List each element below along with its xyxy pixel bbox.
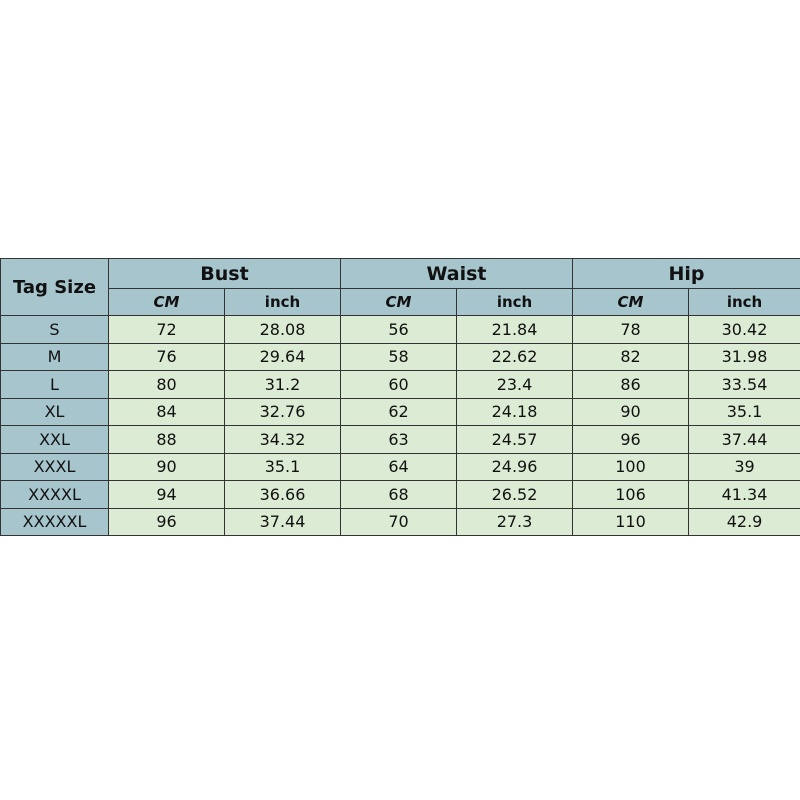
tag-size-cell: L [0,370,109,399]
tag-size-header: Tag Size [0,258,109,316]
measurement-cell: 26.52 [455,480,574,509]
measurement-cell: 21.84 [455,315,574,344]
unit-header: inch [688,288,800,316]
measurement-cell: 56 [340,315,457,344]
measurement-cell: 96 [108,507,225,536]
bust-header: Bust [108,258,341,289]
table-row: XXXXXL 96 37.44 70 27.3 110 42.9 [0,507,800,536]
tag-size-cell: XXL [0,425,109,454]
measurement-cell: 60 [340,370,457,399]
measurement-cell: 72 [108,315,225,344]
measurement-cell: 41.34 [688,480,800,509]
table-row: S 72 28.08 56 21.84 78 30.42 [0,315,800,344]
measurement-cell: 23.4 [455,370,574,399]
measurement-cell: 24.18 [455,397,574,426]
measurement-cell: 31.2 [224,370,341,399]
measurement-cell: 94 [108,480,225,509]
table-row: M 76 29.64 58 22.62 82 31.98 [0,342,800,371]
measurement-cell: 28.08 [224,315,341,344]
measurement-cell: 90 [108,452,225,481]
measurement-cell: 106 [572,480,690,509]
measurement-cell: 24.57 [455,425,574,454]
tag-size-cell: S [0,315,109,344]
measurement-cell: 90 [572,397,690,426]
measurement-cell: 88 [108,425,225,454]
measurement-cell: 24.96 [455,452,574,481]
measurement-cell: 37.44 [224,507,341,536]
measurement-cell: 35.1 [224,452,341,481]
table-row: XXL 88 34.32 63 24.57 96 37.44 [0,425,800,454]
measurement-cell: 70 [340,507,457,536]
measurement-cell: 76 [108,342,225,371]
measurement-cell: 58 [340,342,457,371]
header-row-groups: Tag Size Bust Waist Hip [0,258,800,316]
measurement-cell: 64 [340,452,457,481]
measurement-cell: 39 [688,452,800,481]
table-row: XXXXL 94 36.66 68 26.52 106 41.34 [0,480,800,509]
measurement-cell: 42.9 [688,507,800,536]
measurement-cell: 34.32 [224,425,341,454]
tag-size-cell: XXXXXL [0,507,109,536]
measurement-cell: 33.54 [688,370,800,399]
measurement-cell: 30.42 [688,315,800,344]
unit-header: CM [572,288,690,316]
measurement-cell: 37.44 [688,425,800,454]
measurement-cell: 32.76 [224,397,341,426]
measurement-cell: 96 [572,425,690,454]
measurement-cell: 84 [108,397,225,426]
header-row-units: CM inch CM inch CM inch [1,288,800,316]
tag-size-cell: M [0,342,109,371]
unit-header: inch [455,288,574,316]
measurement-cell: 27.3 [455,507,574,536]
measurement-cell: 62 [340,397,457,426]
measurement-cell: 68 [340,480,457,509]
measurement-cell: 31.98 [688,342,800,371]
waist-header: Waist [339,258,574,289]
measurement-cell: 86 [572,370,690,399]
measurement-cell: 82 [572,342,690,371]
measurement-cell: 63 [340,425,457,454]
measurement-cell: 80 [108,370,225,399]
table-row: L 80 31.2 60 23.4 86 33.54 [0,370,800,399]
hip-header: Hip [572,258,800,289]
tag-size-cell: XL [0,397,109,426]
unit-header: inch [224,288,341,316]
measurement-cell: 35.1 [688,397,800,426]
tag-size-cell: XXXXL [0,480,109,509]
measurement-cell: 110 [572,507,690,536]
size-chart-table: Tag Size Bust Waist Hip CM inch CM inch … [0,258,800,536]
measurement-cell: 29.64 [224,342,341,371]
unit-header: CM [108,288,225,316]
measurement-cell: 78 [572,315,690,344]
table-row: XXXL 90 35.1 64 24.96 100 39 [0,452,800,481]
table-row: XL 84 32.76 62 24.18 90 35.1 [0,397,800,426]
unit-header: CM [340,288,457,316]
table-body: S 72 28.08 56 21.84 78 30.42 M 76 29.64 58 22.62 82 3… [0,315,800,536]
tag-size-cell: XXXL [0,452,109,481]
measurement-cell: 100 [572,452,690,481]
measurement-cell: 22.62 [455,342,574,371]
measurement-cell: 36.66 [224,480,341,509]
